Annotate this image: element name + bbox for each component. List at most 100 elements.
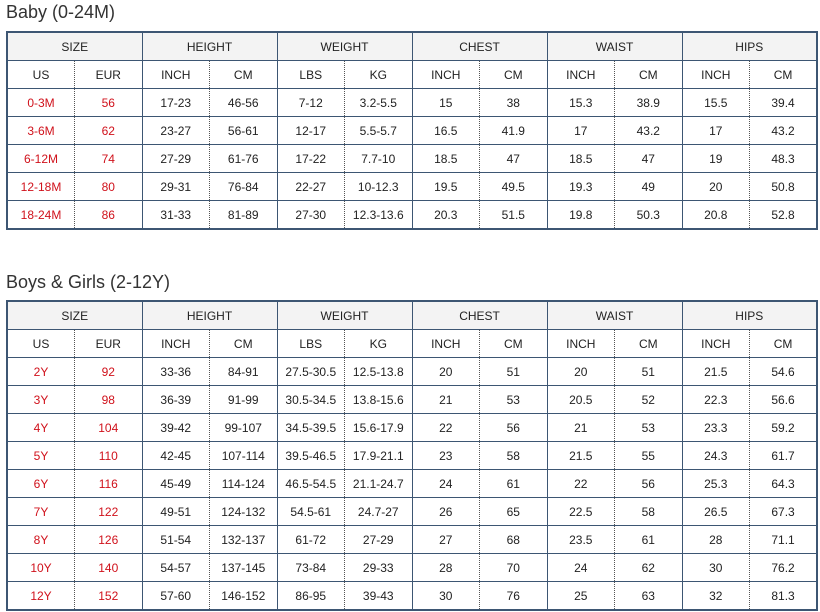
cell-hips-inch: 24.3 [681, 441, 751, 470]
cell-chest-inch: 27 [411, 525, 481, 554]
cell-waist-inch: 24 [546, 553, 616, 582]
cell-waist-cm: 56 [614, 469, 683, 498]
cell-height-cm: 114-124 [209, 469, 278, 498]
subheader-hips-cm: CM [749, 60, 818, 89]
cell-height-inch: 33-36 [141, 357, 211, 386]
cell-size-us: 10Y [6, 553, 75, 582]
subheader-size-eur: EUR [74, 329, 143, 358]
subheader-waist-inch: INCH [546, 329, 616, 358]
cell-chest-cm: 68 [479, 525, 548, 554]
cell-height-inch: 57-60 [141, 581, 211, 611]
cell-hips-cm: 43.2 [749, 116, 818, 145]
cell-size-eur: 110 [74, 441, 143, 470]
cell-weight-kg: 10-12.3 [344, 172, 413, 201]
cell-hips-cm: 54.6 [749, 357, 818, 386]
cell-chest-cm: 65 [479, 497, 548, 526]
subheader-weight-lbs: LBS [276, 329, 346, 358]
cell-waist-cm: 38.9 [614, 88, 683, 117]
table-row: 3-6M 62 23-27 56-61 12-17 5.5-5.7 16.5 41.9 17 43… [6, 116, 818, 145]
subheader-weight-kg: KG [344, 60, 413, 89]
cell-hips-inch: 30 [681, 553, 751, 582]
cell-weight-kg: 3.2-5.5 [344, 88, 413, 117]
cell-chest-inch: 19.5 [411, 172, 481, 201]
cell-height-cm: 61-76 [209, 144, 278, 173]
cell-chest-cm: 70 [479, 553, 548, 582]
cell-weight-kg: 5.5-5.7 [344, 116, 413, 145]
subheader-chest-cm: CM [479, 60, 548, 89]
cell-chest-cm: 53 [479, 385, 548, 414]
cell-weight-kg: 24.7-27 [344, 497, 413, 526]
cell-chest-inch: 30 [411, 581, 481, 611]
cell-size-eur: 122 [74, 497, 143, 526]
cell-size-eur: 62 [74, 116, 143, 145]
cell-height-cm: 91-99 [209, 385, 278, 414]
cell-chest-inch: 21 [411, 385, 481, 414]
cell-waist-inch: 18.5 [546, 144, 616, 173]
cell-chest-inch: 15 [411, 88, 481, 117]
cell-waist-inch: 20.5 [546, 385, 616, 414]
cell-hips-cm: 64.3 [749, 469, 818, 498]
cell-height-inch: 51-54 [141, 525, 211, 554]
cell-size-us: 0-3M [6, 88, 75, 117]
group-header-waist: WAIST [546, 31, 683, 61]
cell-waist-cm: 49 [614, 172, 683, 201]
group-header-row: SIZE HEIGHT WEIGHT CHEST WAIST HIPS [6, 300, 818, 330]
cell-weight-kg: 39-43 [344, 581, 413, 611]
cell-height-cm: 124-132 [209, 497, 278, 526]
cell-chest-inch: 20 [411, 357, 481, 386]
cell-hips-inch: 21.5 [681, 357, 751, 386]
subheader-weight-lbs: LBS [276, 60, 346, 89]
group-header-chest: CHEST [411, 300, 548, 330]
cell-weight-lbs: 27-30 [276, 200, 346, 230]
subheader-chest-cm: CM [479, 329, 548, 358]
cell-chest-inch: 18.5 [411, 144, 481, 173]
cell-weight-lbs: 7-12 [276, 88, 346, 117]
cell-weight-kg: 7.7-10 [344, 144, 413, 173]
section-title: Baby (0-24M) [6, 2, 116, 22]
cell-chest-inch: 28 [411, 553, 481, 582]
group-header-hips: HIPS [681, 300, 818, 330]
cell-size-us: 5Y [6, 441, 75, 470]
table-row: 0-3M 56 17-23 46-56 7-12 3.2-5.5 15 38 15.3 38.9 1… [6, 88, 818, 117]
cell-waist-inch: 21 [546, 413, 616, 442]
cell-height-inch: 29-31 [141, 172, 211, 201]
cell-hips-inch: 26.5 [681, 497, 751, 526]
cell-height-cm: 56-61 [209, 116, 278, 145]
cell-weight-lbs: 54.5-61 [276, 497, 346, 526]
cell-chest-cm: 61 [479, 469, 548, 498]
table-row: 10Y 140 54-57 137-145 73-84 29-33 28 70 24 62 30 76… [6, 553, 818, 582]
cell-weight-kg: 15.6-17.9 [344, 413, 413, 442]
cell-weight-lbs: 30.5-34.5 [276, 385, 346, 414]
cell-hips-inch: 23.3 [681, 413, 751, 442]
cell-hips-cm: 81.3 [749, 581, 818, 611]
cell-size-eur: 98 [74, 385, 143, 414]
cell-chest-cm: 38 [479, 88, 548, 117]
cell-waist-inch: 25 [546, 581, 616, 611]
table-row: 3Y 98 36-39 91-99 30.5-34.5 13.8-15.6 21 53 20.5… [6, 385, 818, 414]
cell-chest-cm: 49.5 [479, 172, 548, 201]
cell-height-cm: 46-56 [209, 88, 278, 117]
cell-weight-kg: 13.8-15.6 [344, 385, 413, 414]
cell-chest-inch: 22 [411, 413, 481, 442]
cell-waist-cm: 63 [614, 581, 683, 611]
cell-height-cm: 84-91 [209, 357, 278, 386]
table-row: 12-18M 80 29-31 76-84 22-27 10-12.3 19.5 49.5 19… [6, 172, 818, 201]
subheader-weight-kg: KG [344, 329, 413, 358]
cell-weight-lbs: 17-22 [276, 144, 346, 173]
cell-waist-inch: 22.5 [546, 497, 616, 526]
cell-hips-cm: 71.1 [749, 525, 818, 554]
group-header-size: SIZE [6, 31, 143, 61]
cell-height-inch: 27-29 [141, 144, 211, 173]
cell-chest-cm: 51 [479, 357, 548, 386]
cell-weight-lbs: 39.5-46.5 [276, 441, 346, 470]
cell-size-eur: 80 [74, 172, 143, 201]
cell-hips-cm: 61.7 [749, 441, 818, 470]
cell-weight-lbs: 46.5-54.5 [276, 469, 346, 498]
cell-size-us: 12Y [6, 581, 75, 611]
cell-chest-inch: 26 [411, 497, 481, 526]
section-title: Boys & Girls (2-12Y) [6, 272, 171, 292]
subheader-row: US EUR INCH CM LBS KG INCH CM INCH CM INCH CM [6, 60, 818, 89]
cell-waist-cm: 58 [614, 497, 683, 526]
cell-size-eur: 104 [74, 413, 143, 442]
cell-waist-cm: 50.3 [614, 200, 683, 230]
